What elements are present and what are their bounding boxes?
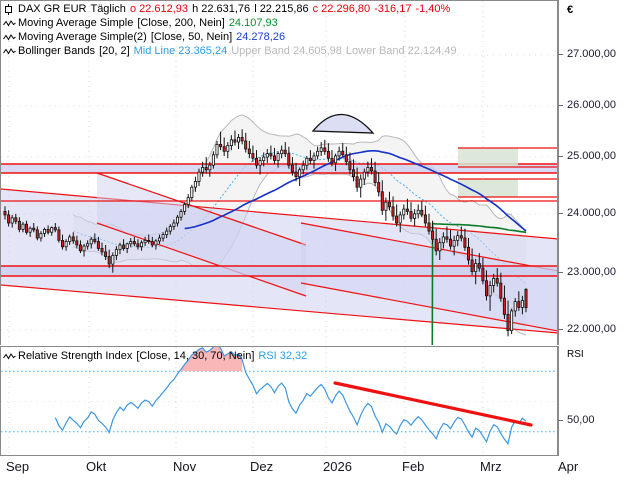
- price-chart-panel[interactable]: [0, 0, 558, 345]
- wave-icon: [3, 351, 16, 362]
- axis-tick: [558, 272, 563, 273]
- legend-text: Lower Band 22.124,49: [345, 45, 457, 57]
- price-axis-label: 26.000,00: [567, 99, 616, 111]
- legend-text: RSI 32,32: [258, 350, 308, 362]
- time-axis-label: Feb: [402, 459, 425, 474]
- legend-text: o 22.612,93: [129, 3, 189, 15]
- axis-tick: [558, 420, 563, 421]
- candlestick-icon: [3, 3, 16, 15]
- legend-text: -1,40%: [415, 3, 451, 15]
- legend-text: [Close, 14, 30, 70, Nein]: [136, 350, 255, 362]
- legend-text: Moving Average Simple(2): [18, 31, 147, 43]
- rsi-legend: Relative Strength Index [Close, 14, 30, 7…: [0, 347, 558, 363]
- price-axis-unit: €: [567, 4, 574, 16]
- price-axis-label: 24.000,00: [567, 207, 616, 219]
- time-axis-label: Okt: [86, 459, 107, 474]
- legend-text: Mid Line 23.365,24: [133, 45, 228, 57]
- legend-row[interactable]: Moving Average Simple [Close, 200, Nein] 2…: [3, 16, 558, 30]
- price-axis-label: 22.000,00: [567, 323, 616, 335]
- axis-tick: [558, 54, 563, 55]
- time-axis-label: Nov: [173, 459, 197, 474]
- legend-text: h 22.631,76: [192, 3, 251, 15]
- legend-text: Moving Average Simple: [18, 17, 134, 29]
- axis-tick: [558, 329, 563, 330]
- legend-text: 24.278,26: [236, 31, 286, 43]
- price-axis-label: 25.000,00: [567, 150, 616, 162]
- axis-divider: [558, 0, 559, 345]
- time-axis-label: Dez: [250, 459, 274, 474]
- axis-tick: [558, 105, 563, 106]
- axis-divider: [558, 346, 559, 456]
- rsi-chart-panel[interactable]: [0, 346, 558, 456]
- rsi-axis: RSI 50,00: [558, 346, 640, 456]
- time-axis-label: Mrz: [480, 459, 502, 474]
- axis-tick: [558, 213, 563, 214]
- price-legend: DAX GR EUR Täglich o 22.612,93 h 22.631,76 l…: [0, 0, 558, 58]
- legend-row[interactable]: DAX GR EUR Täglich o 22.612,93 h 22.631,76 l…: [3, 2, 558, 16]
- legend-text: [20, 2]: [99, 45, 130, 57]
- price-plot: [1, 1, 557, 345]
- price-axis: € 27.000,00 26.000,00 25.000,00 24.000,00 23…: [558, 0, 640, 345]
- wave-icon: [3, 46, 16, 57]
- legend-text: -316,17: [374, 3, 412, 15]
- time-axis-label: Sep: [6, 459, 30, 474]
- wave-icon: [3, 32, 16, 43]
- legend-text: DAX GR EUR: [18, 3, 87, 15]
- legend-row[interactable]: Bollinger Bands [20, 2] Mid Line 23.365,24…: [3, 44, 558, 58]
- legend-row[interactable]: Moving Average Simple(2) [Close, 50, Nein…: [3, 30, 558, 44]
- legend-row[interactable]: Relative Strength Index [Close, 14, 30, 7…: [3, 349, 558, 363]
- legend-text: Upper Band 24.605,98: [231, 45, 342, 57]
- legend-text: [Close, 50, Nein]: [150, 31, 233, 43]
- price-axis-label: 27.000,00: [567, 48, 616, 60]
- legend-text: 24.107,93: [228, 17, 278, 29]
- time-axis-label: Apr: [558, 459, 579, 474]
- legend-text: Relative Strength Index: [18, 350, 133, 362]
- wave-icon: [3, 18, 16, 29]
- rsi-plot: [1, 347, 557, 455]
- legend-text: Bollinger Bands: [18, 45, 96, 57]
- rsi-axis-label: 50,00: [567, 414, 595, 426]
- legend-text: c 22.296,80: [312, 3, 371, 15]
- legend-text: Täglich: [90, 3, 126, 15]
- legend-text: [Close, 200, Nein]: [137, 17, 225, 29]
- time-axis-label: 2026: [323, 459, 352, 474]
- axis-tick: [558, 156, 563, 157]
- legend-text: l 22.215,86: [254, 3, 309, 15]
- price-axis-label: 23.000,00: [567, 266, 616, 278]
- time-axis: Sep Okt Nov Dez 2026 Feb Mrz Apr: [0, 457, 640, 480]
- rsi-axis-unit: RSI: [567, 349, 584, 360]
